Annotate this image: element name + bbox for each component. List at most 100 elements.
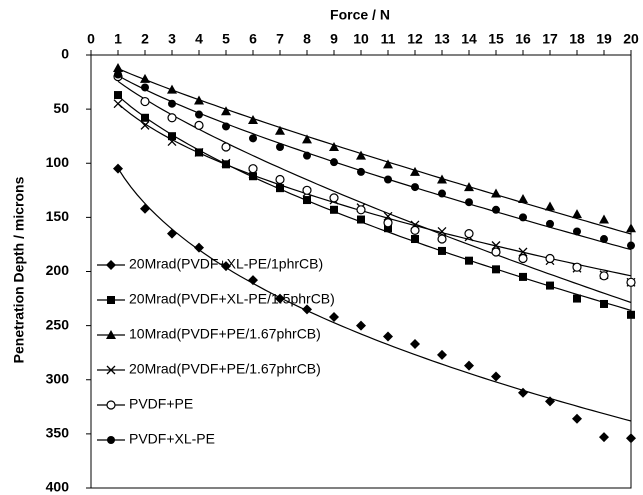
trend-line [117, 74, 632, 251]
marker [383, 159, 393, 169]
x-tick-label: 0 [87, 31, 95, 47]
marker [599, 432, 609, 443]
trend-line [117, 95, 632, 311]
marker [107, 436, 115, 444]
x-tick-label: 11 [381, 31, 396, 47]
marker [357, 215, 365, 224]
marker [248, 275, 258, 286]
marker [437, 234, 447, 244]
marker [140, 203, 150, 214]
marker [492, 265, 500, 274]
marker [437, 174, 447, 184]
marker [140, 96, 150, 107]
legend-label: PVDF+XL-PE [129, 431, 215, 447]
marker [465, 256, 473, 265]
marker [357, 167, 365, 176]
marker [491, 241, 501, 250]
marker [222, 122, 230, 131]
trend-line [117, 167, 632, 422]
marker [195, 110, 203, 119]
y-tick-label: 400 [46, 479, 70, 495]
marker [275, 125, 285, 135]
marker [302, 134, 312, 144]
marker [140, 120, 150, 130]
x-tick-label: 7 [276, 31, 284, 47]
x-tick-label: 14 [461, 31, 477, 47]
x-tick-label: 13 [434, 31, 450, 47]
legend-label: 10Mrad(PVDF+PE/1.67phrCB) [129, 326, 321, 342]
trend-line [117, 103, 632, 277]
marker [491, 247, 501, 257]
marker [303, 196, 311, 205]
marker [329, 142, 339, 152]
marker [221, 106, 231, 116]
legend-label: 20Mrad(PVDF+PE/1.67phrCB) [129, 361, 321, 377]
marker [106, 400, 116, 410]
marker [302, 304, 312, 315]
marker [464, 229, 474, 239]
marker [626, 433, 636, 444]
marker [411, 183, 419, 192]
x-tick-label: 4 [195, 31, 203, 47]
marker [600, 235, 608, 244]
marker [194, 95, 204, 105]
x-tick-label: 19 [596, 31, 612, 47]
marker [249, 172, 257, 181]
x-tick-label: 3 [168, 31, 176, 47]
marker [356, 150, 366, 160]
marker [106, 330, 116, 339]
marker [276, 143, 284, 152]
legend-label: 20Mrad(PVDF+XL-PE/1.5phrCB) [129, 291, 335, 307]
marker [302, 185, 312, 195]
marker [519, 213, 527, 222]
y-tick-label: 200 [46, 262, 70, 278]
marker [140, 73, 150, 83]
marker [383, 218, 393, 228]
marker [275, 174, 285, 185]
marker [518, 253, 528, 264]
marker [221, 158, 231, 168]
marker [600, 299, 608, 308]
y-tick-label: 150 [46, 208, 70, 224]
marker [627, 241, 635, 250]
marker [545, 396, 555, 407]
marker [113, 62, 123, 72]
marker [545, 201, 555, 211]
marker [221, 261, 231, 272]
marker [276, 184, 284, 193]
y-tick-label: 250 [46, 316, 70, 332]
marker [437, 349, 447, 360]
marker [106, 260, 116, 270]
marker [626, 223, 636, 233]
marker [464, 182, 474, 192]
marker [221, 142, 231, 152]
marker [248, 114, 258, 124]
marker [599, 214, 609, 224]
legend-label: 20Mrad(PVDF+XL-PE/1phrCB) [129, 256, 323, 272]
y-tick-label: 0 [61, 46, 69, 62]
x-tick-label: 8 [303, 31, 311, 47]
marker [194, 242, 204, 253]
y-tick-label: 50 [53, 100, 69, 116]
marker [599, 271, 609, 281]
marker [627, 310, 635, 319]
marker [113, 163, 123, 174]
x-tick-label: 12 [407, 31, 423, 47]
trend-line [117, 68, 632, 235]
marker [167, 137, 177, 147]
y-axis-title: Penetration Depth / microns [11, 176, 27, 363]
marker [465, 198, 473, 207]
x-tick-label: 5 [222, 31, 230, 47]
marker [410, 339, 420, 350]
marker [167, 228, 177, 239]
marker [383, 211, 393, 221]
marker [106, 365, 116, 375]
marker [438, 189, 446, 198]
x-tick-label: 2 [141, 31, 149, 47]
marker [168, 99, 176, 108]
marker [167, 84, 177, 94]
marker [573, 227, 581, 236]
marker [248, 164, 258, 174]
marker [330, 158, 338, 167]
marker [519, 272, 527, 281]
